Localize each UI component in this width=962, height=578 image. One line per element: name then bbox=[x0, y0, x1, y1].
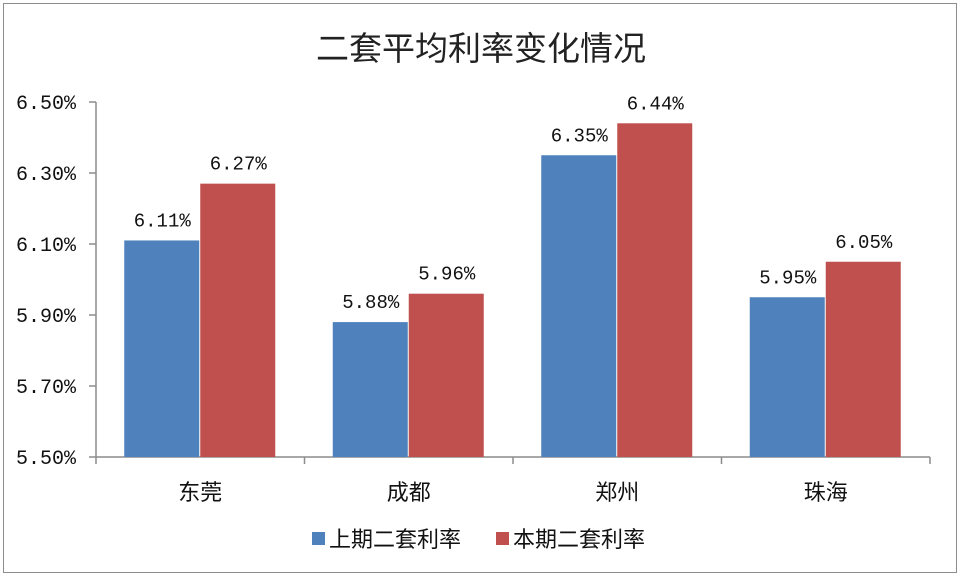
x-axis bbox=[95, 456, 931, 464]
y-tick-label: 6.50% bbox=[16, 93, 77, 116]
bar-current-3 bbox=[825, 261, 901, 457]
bar-previous-2 bbox=[541, 155, 617, 457]
legend-swatch bbox=[312, 532, 325, 545]
legend-swatch bbox=[496, 532, 509, 545]
data-label: 5.95% bbox=[759, 267, 817, 289]
bar-previous-3 bbox=[749, 297, 825, 457]
legend-label: 上期二套利率 bbox=[329, 528, 461, 553]
legend-label: 本期二套利率 bbox=[513, 528, 645, 553]
y-tick-label: 5.70% bbox=[16, 377, 77, 400]
y-axis: 5.50% 5.70% 5.90% 6.10% 6.30% 6.50% bbox=[16, 93, 97, 471]
y-tick-label: 6.10% bbox=[16, 235, 77, 258]
bar-current-1 bbox=[408, 293, 484, 457]
bar-current-2 bbox=[617, 123, 693, 458]
data-label: 6.35% bbox=[551, 125, 609, 147]
y-tick-label: 5.50% bbox=[16, 448, 77, 471]
x-tick-label: 珠海 bbox=[804, 481, 848, 506]
y-tick-label: 5.90% bbox=[16, 306, 77, 329]
chart-title: 二套平均利率变化情况 bbox=[316, 29, 646, 68]
legend: 上期二套利率 本期二套利率 bbox=[312, 528, 645, 553]
x-tick-label: 成都 bbox=[387, 481, 431, 506]
bars-group bbox=[124, 123, 901, 458]
bar-previous-1 bbox=[332, 322, 408, 457]
data-label: 6.05% bbox=[835, 232, 893, 254]
data-label: 6.27% bbox=[210, 154, 268, 176]
x-tick-label: 郑州 bbox=[595, 481, 639, 506]
bar-current-0 bbox=[200, 183, 276, 457]
bar-previous-0 bbox=[124, 240, 200, 457]
data-label: 6.11% bbox=[134, 210, 192, 232]
data-labels-group: 6.11% 6.27% 5.88% 5.96% 6.35% 6.44% 5.95% 6.05% bbox=[134, 93, 893, 314]
x-tick-label: 东莞 bbox=[178, 481, 222, 506]
x-tick-labels: 东莞 成都 郑州 珠海 bbox=[178, 481, 848, 506]
data-label: 5.96% bbox=[418, 264, 476, 286]
y-tick-label: 6.30% bbox=[16, 164, 77, 187]
data-label: 6.44% bbox=[627, 93, 685, 115]
data-label: 5.88% bbox=[342, 292, 400, 314]
